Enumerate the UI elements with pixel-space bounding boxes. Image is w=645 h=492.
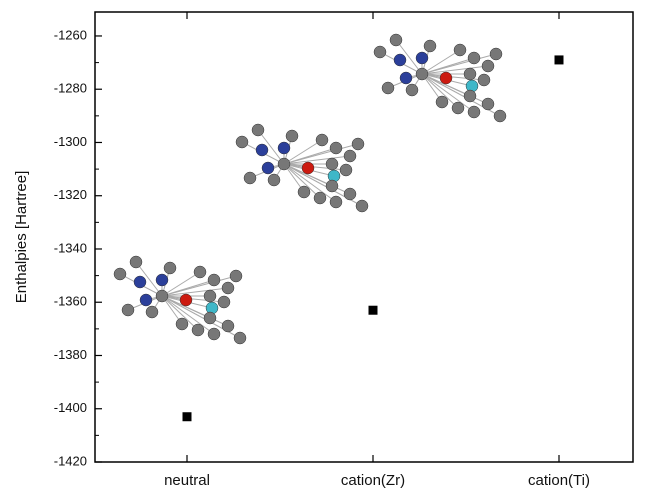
molecule-atom [180,294,192,306]
molecule-atom [262,162,274,174]
molecule-atom [490,48,502,60]
molecule-illustrations [114,34,506,344]
molecule-atom [204,290,216,302]
molecule-atom [454,44,466,56]
molecule-atom [482,60,494,72]
molecule-atom [164,262,176,274]
molecule-atom [244,172,256,184]
molecule-atom [464,68,476,80]
y-tick-label: -1320 [54,187,87,202]
x-tick-label: neutral [164,472,210,489]
y-tick-label: -1360 [54,294,87,309]
molecule-atom [330,196,342,208]
molecule-atom [436,96,448,108]
molecule-atom [278,142,290,154]
molecule-atom [316,134,328,146]
molecule-atom [440,72,452,84]
molecule-atom [236,136,248,148]
molecule-atom [314,192,326,204]
molecule-atom [394,54,406,66]
molecule-atom [146,306,158,318]
page: Enthalpies [Hartree] -1420 -1400 -1380 -136… [0,0,645,492]
molecule-atom [192,324,204,336]
molecule-atom [326,158,338,170]
molecule-atom [302,162,314,174]
molecule-atom [482,98,494,110]
molecule-atom [130,256,142,268]
y-tick-label: -1260 [54,27,87,42]
molecule-atom [340,164,352,176]
molecule-atom [356,200,368,212]
molecule-atom [256,144,268,156]
molecule-atom [452,102,464,114]
point [369,306,378,315]
molecule-atom [416,52,428,64]
x-tick-label: cation(Zr) [341,472,405,489]
molecule-atom [140,294,152,306]
molecule-atom [382,82,394,94]
molecule-atom [468,106,480,118]
molecule-atom [344,150,356,162]
molecule-atom [298,186,310,198]
molecule-atom [374,46,386,58]
plot-frame [95,12,633,462]
molecule-atom [330,142,342,154]
y-tick-label: -1380 [54,347,87,362]
point [555,55,564,64]
y-axis-label: Enthalpies [Hartree] [13,171,30,304]
molecule-atom [424,40,436,52]
chart: Enthalpies [Hartree] -1420 -1400 -1380 -136… [0,0,645,492]
molecule-atom [218,296,230,308]
molecule-atom [176,318,188,330]
molecule-atom [494,110,506,122]
molecule-atom [230,270,242,282]
molecule-atom [122,304,134,316]
molecule-atom [416,68,428,80]
molecule-atom [400,72,412,84]
molecule-atom [344,188,356,200]
molecule-atom [390,34,402,46]
molecule-atom [326,180,338,192]
molecule-atom [222,320,234,332]
molecule-atom [134,276,146,288]
molecule-atom [278,158,290,170]
molecule-atom [252,124,264,136]
molecule-atom [222,282,234,294]
molecule-atom [208,274,220,286]
y-tick-label: -1340 [54,240,87,255]
x-tick-label: cation(Ti) [528,472,590,489]
molecule-atom [156,290,168,302]
molecule-atom [478,74,490,86]
molecule-atom [286,130,298,142]
y-tick-label: -1300 [54,134,87,149]
y-tick-label: -1280 [54,81,87,96]
molecule-atom [208,328,220,340]
molecule-atom [464,90,476,102]
molecule-atom [268,174,280,186]
molecule-atom [352,138,364,150]
molecule-atom [156,274,168,286]
y-tick-label: -1420 [54,453,87,468]
molecule-atom [204,312,216,324]
molecule-atom [234,332,246,344]
molecule-atom [114,268,126,280]
molecule-atom [194,266,206,278]
y-tick-label: -1400 [54,400,87,415]
molecule-atom [406,84,418,96]
molecule-atom [468,52,480,64]
point [183,412,192,421]
